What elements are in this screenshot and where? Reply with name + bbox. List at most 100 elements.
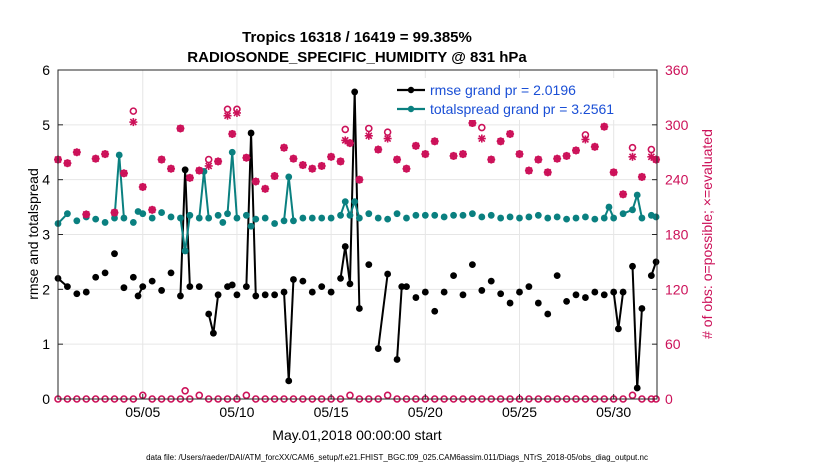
totalspread-point bbox=[469, 210, 476, 218]
asterisk-stroke bbox=[497, 137, 505, 145]
obs evaluated-point bbox=[496, 137, 505, 146]
totalspread-segment bbox=[231, 152, 238, 219]
asterisk-stroke bbox=[468, 119, 476, 127]
totalspread-point bbox=[638, 214, 646, 222]
obs evaluated-point bbox=[534, 155, 543, 164]
rmse-point bbox=[469, 261, 476, 269]
obs evaluated-point bbox=[619, 190, 628, 199]
rmse-point bbox=[247, 129, 255, 137]
rmse-segment bbox=[377, 273, 389, 349]
totalspread-point bbox=[421, 211, 429, 219]
rmse-point bbox=[525, 283, 533, 290]
obs evaluated-point bbox=[374, 145, 383, 154]
asterisk-stroke bbox=[450, 152, 458, 160]
totalspread-point bbox=[167, 213, 175, 221]
left-tick-label: 0 bbox=[42, 391, 50, 407]
totalspread-point bbox=[242, 211, 250, 219]
rmse-point bbox=[497, 290, 505, 298]
obs evaluated-point bbox=[421, 150, 430, 159]
obs evaluated-point bbox=[119, 169, 128, 178]
obs evaluated-point bbox=[148, 205, 157, 214]
rmse-point bbox=[299, 277, 307, 285]
rmse-point bbox=[181, 166, 189, 174]
totalspread-point bbox=[374, 214, 382, 222]
rmse-point bbox=[553, 272, 561, 280]
rmse-segment bbox=[612, 291, 620, 329]
x-tick-label: 05/30 bbox=[596, 404, 631, 420]
obs evaluated-point bbox=[317, 161, 326, 170]
rmse-point bbox=[403, 283, 410, 290]
rmse-point bbox=[619, 288, 627, 296]
obs evaluated-point bbox=[110, 208, 119, 217]
y-axis-label-left: rmse and totalspread bbox=[25, 168, 41, 300]
obs evaluated-point bbox=[308, 164, 317, 173]
left-tick-label: 1 bbox=[42, 336, 50, 352]
asterisk-stroke bbox=[384, 134, 392, 143]
obs evaluated-point bbox=[195, 166, 204, 175]
asterisk-stroke bbox=[346, 139, 354, 147]
rmse-point bbox=[393, 356, 401, 363]
obs evaluated-point bbox=[157, 155, 166, 164]
obs possible-point bbox=[478, 123, 486, 132]
right-tick-label: 180 bbox=[665, 227, 689, 243]
totalspread-point bbox=[478, 213, 486, 221]
legend-marker-rmse bbox=[407, 86, 415, 94]
rmse-point bbox=[318, 283, 326, 290]
totalspread-segment bbox=[118, 154, 125, 219]
rmse-point bbox=[92, 273, 100, 281]
obs evaluated-point bbox=[383, 134, 392, 143]
obs evaluated-point bbox=[364, 131, 373, 140]
right-tick-label: 60 bbox=[665, 336, 681, 352]
rmse-point bbox=[186, 283, 194, 290]
rmse-point bbox=[308, 288, 316, 296]
rmse-point bbox=[233, 291, 241, 299]
footnote: data file: /Users/raeder/DAI/ATM_forcXX/… bbox=[146, 453, 648, 462]
obs evaluated-point bbox=[553, 154, 562, 163]
totalspread-segment bbox=[184, 215, 191, 252]
obs possible-point bbox=[628, 143, 637, 152]
asterisk-stroke bbox=[120, 169, 128, 177]
asterisk-stroke bbox=[289, 155, 298, 163]
left-tick-label: 3 bbox=[42, 227, 50, 243]
asterisk-stroke bbox=[544, 168, 552, 176]
totalspread-point bbox=[563, 215, 570, 223]
obs near zero-point bbox=[383, 391, 392, 400]
rmse-point bbox=[158, 287, 166, 294]
asterisk-stroke bbox=[308, 165, 316, 173]
chart-title-line2: RADIOSONDE_SPECIFIC_HUMIDITY @ 831 hPa bbox=[187, 49, 527, 66]
asterisk-stroke bbox=[421, 150, 429, 158]
rmse-point bbox=[534, 299, 542, 307]
rmse-point bbox=[101, 269, 109, 277]
totalspread-point bbox=[610, 214, 618, 222]
obs evaluated-point bbox=[468, 119, 477, 128]
asterisk-stroke bbox=[591, 143, 599, 151]
totalspread-point bbox=[459, 211, 467, 219]
obs evaluated-point bbox=[581, 135, 590, 144]
asterisk-stroke bbox=[581, 135, 589, 144]
asterisk-stroke bbox=[553, 155, 561, 163]
totalspread-point bbox=[285, 173, 293, 181]
obs possible-point bbox=[647, 145, 656, 154]
totalspread-point bbox=[290, 217, 297, 225]
asterisk-stroke bbox=[167, 165, 175, 173]
obs evaluated-point bbox=[204, 161, 213, 170]
rmse-point bbox=[290, 276, 297, 283]
asterisk-stroke bbox=[214, 157, 222, 165]
asterisk-stroke bbox=[63, 159, 71, 167]
asterisk-stroke bbox=[610, 168, 618, 176]
totalspread-segment bbox=[636, 194, 643, 219]
rmse-point bbox=[167, 269, 175, 277]
totalspread-point bbox=[247, 222, 255, 230]
rmse-point bbox=[431, 307, 439, 315]
asterisk-stroke bbox=[280, 144, 288, 152]
rmse-point bbox=[351, 88, 359, 96]
rmse-point bbox=[327, 288, 335, 296]
totalspread-point bbox=[487, 211, 495, 219]
totalspread-point bbox=[139, 210, 147, 218]
rmse-point bbox=[148, 277, 156, 285]
rmse-point bbox=[638, 305, 646, 312]
asterisk-stroke bbox=[365, 132, 373, 140]
asterisk-stroke bbox=[205, 162, 213, 170]
rmse-point bbox=[337, 274, 344, 282]
